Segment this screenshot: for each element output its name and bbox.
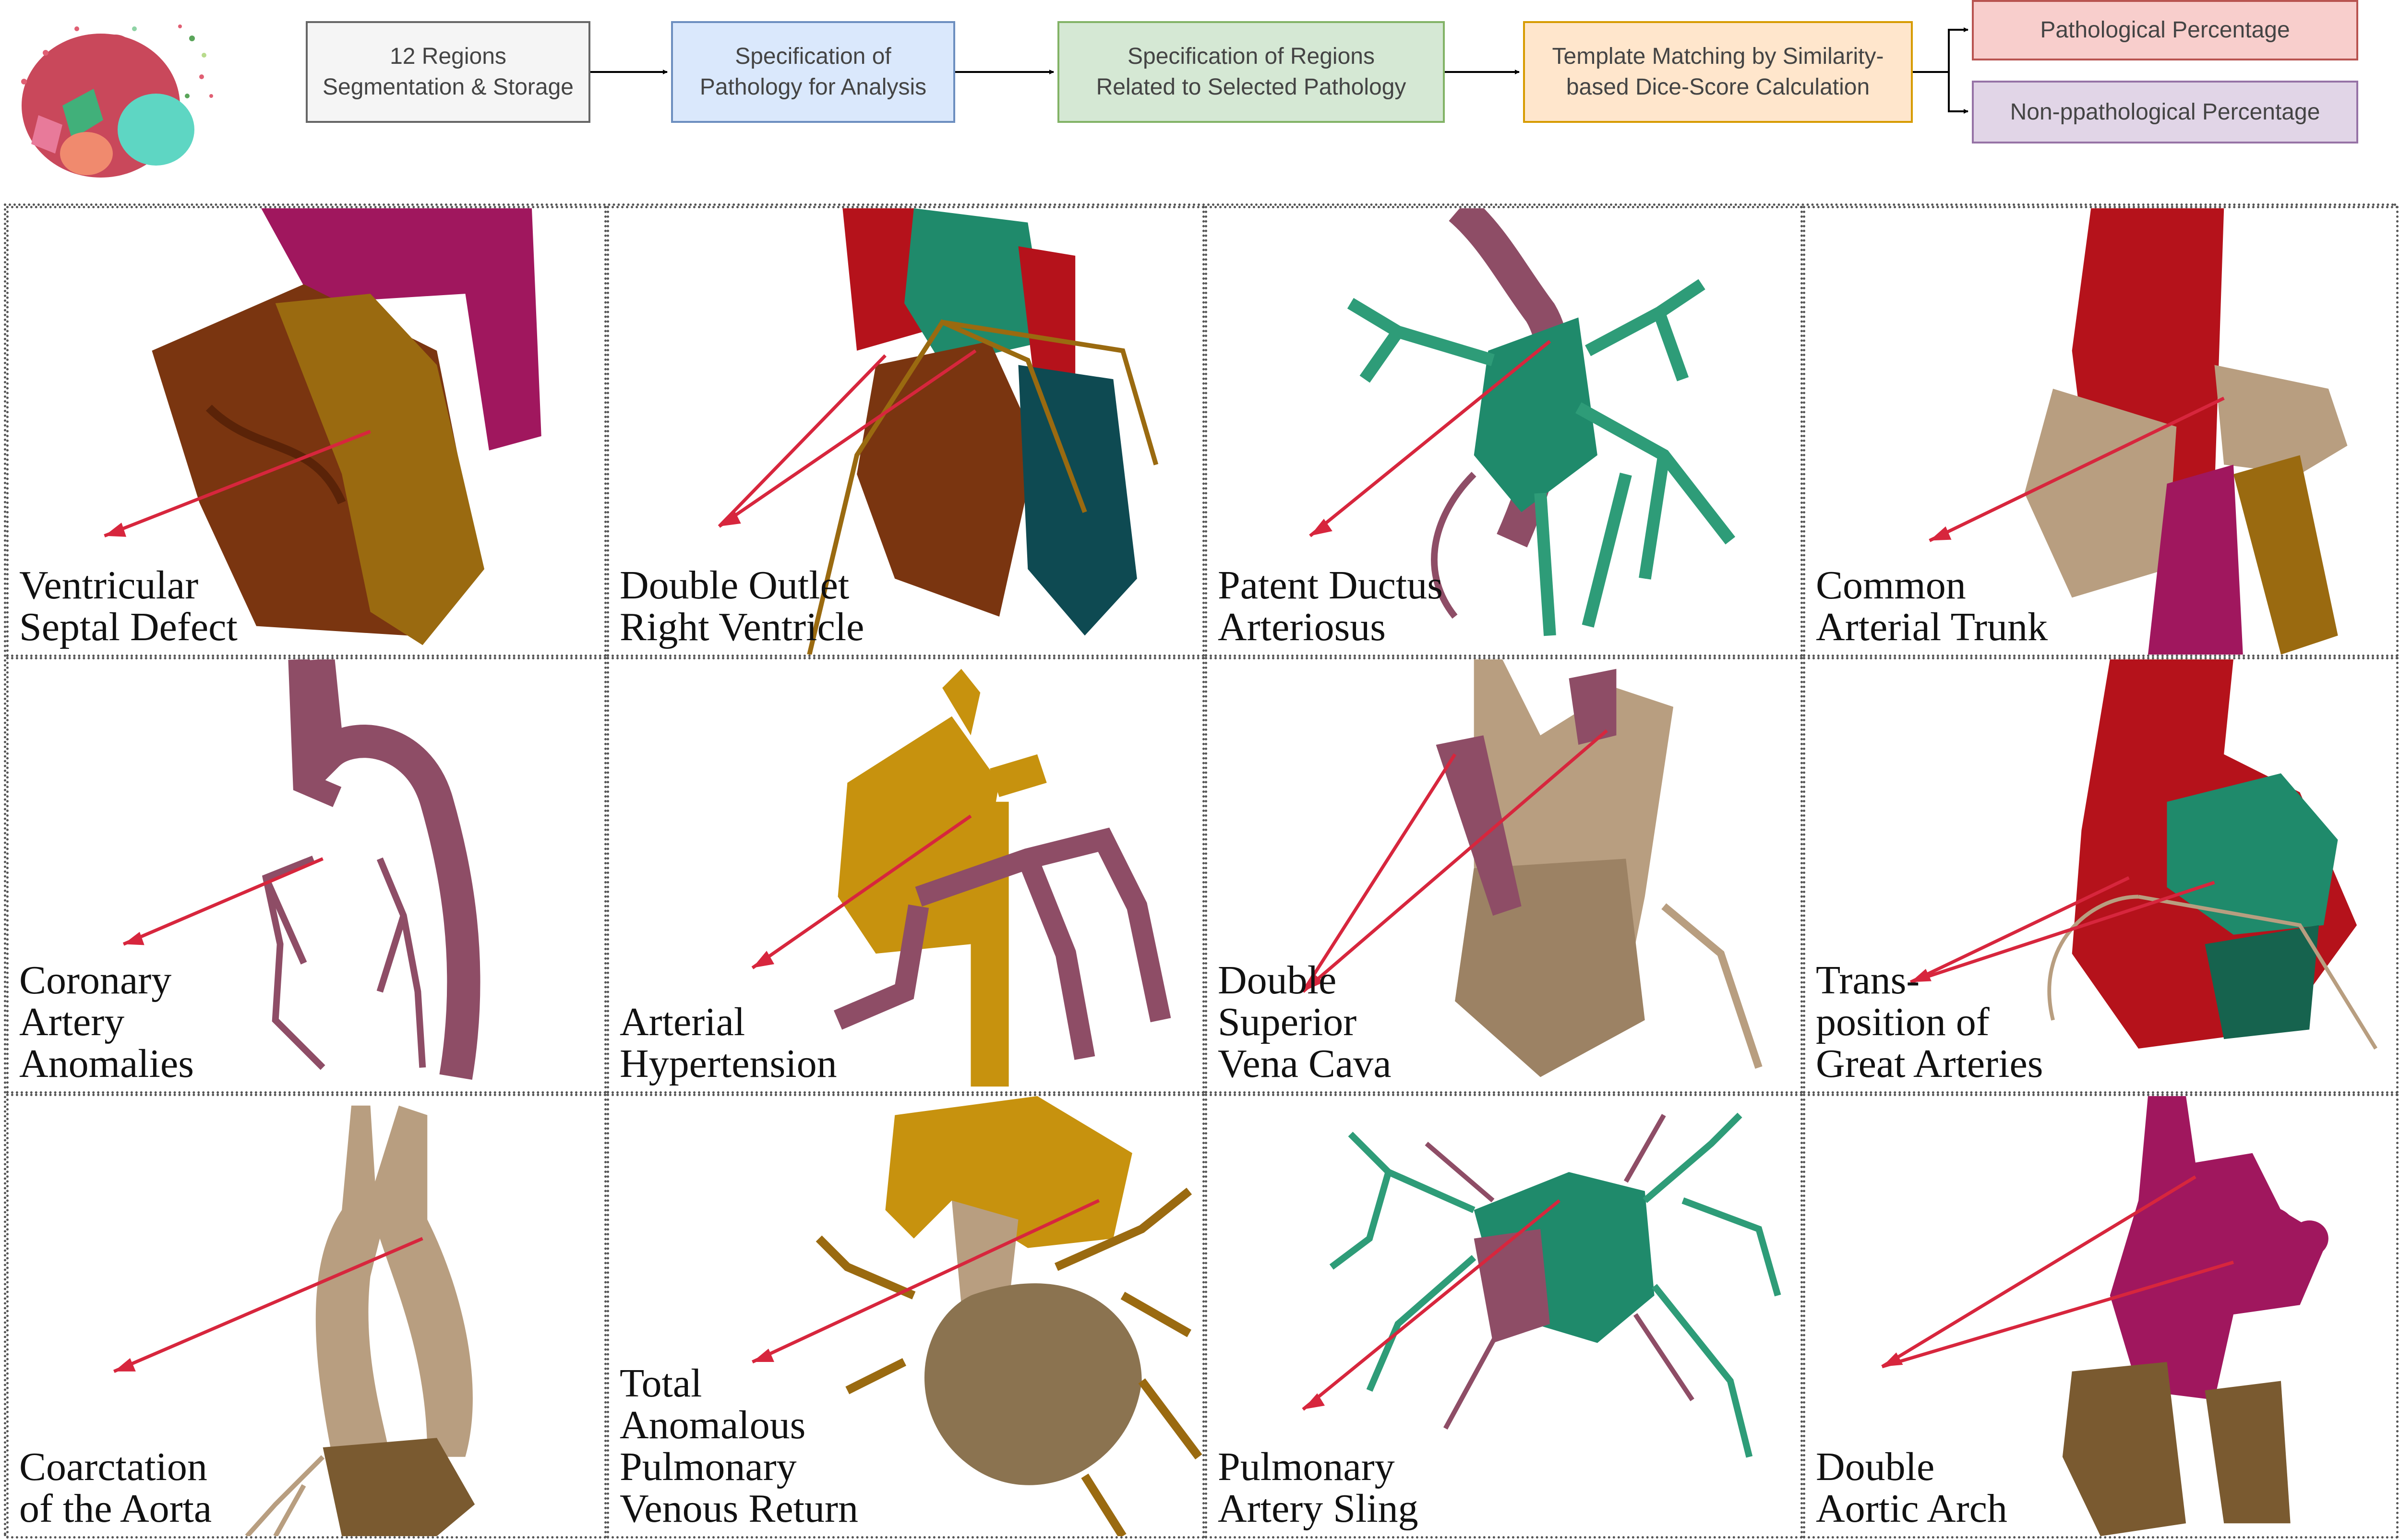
- heart-model-ah-icon: [751, 669, 1171, 1087]
- box-segmentation: 12 Regions Segmentation & Storage: [306, 21, 590, 123]
- panel-transposition-great-arteries: Trans- position of Great Arteries: [1803, 657, 2399, 1094]
- heart-model-dsvc-icon: [1301, 659, 1763, 1077]
- panel-double-aortic-arch: Double Aortic Arch: [1803, 1094, 2399, 1539]
- heart-model-caa-icon: [122, 659, 480, 1080]
- heart-model-dorv-icon: [718, 208, 1159, 655]
- label-coarctation-of-aorta: Coarctation of the Aorta: [19, 1444, 212, 1531]
- box-pathological-percentage: Pathological Percentage: [1972, 0, 2358, 60]
- panel-coronary-artery-anomalies: Coronary Artery Anomalies: [6, 657, 607, 1094]
- arrow-4a: [1913, 27, 1968, 73]
- label-arterial-hypertension: Arterial Hypertension: [620, 1000, 837, 1086]
- label-pulmonary-artery-sling: Pulmonary Artery Sling: [1218, 1444, 1418, 1531]
- panel-coarctation-of-aorta: Coarctation of the Aorta: [6, 1094, 607, 1539]
- heart-model-pas-icon: [1302, 1112, 1781, 1458]
- arrow-4b: [1948, 72, 1968, 114]
- label-double-aortic-arch: Double Aortic Arch: [1816, 1444, 2007, 1531]
- label-coronary-artery-anomalies: Coronary Artery Anomalies: [19, 958, 194, 1086]
- panel-arterial-hypertension: Arterial Hypertension: [607, 657, 1205, 1094]
- panel-double-superior-vena-cava: Double Superior Vena Cava: [1205, 657, 1803, 1094]
- label-tapvr: Total Anomalous Pulmonary Venous Return: [620, 1361, 858, 1531]
- label-double-outlet-right-ventricle: Double Outlet Right Ventricle: [620, 563, 864, 649]
- panel-pulmonary-artery-sling: Pulmonary Artery Sling: [1205, 1094, 1803, 1539]
- heart-model-vsd-icon: [104, 208, 541, 645]
- panel-double-outlet-right-ventricle: Double Outlet Right Ventricle: [607, 206, 1205, 657]
- label-ventricular-septal-defect: Ventricular Septal Defect: [19, 563, 238, 649]
- box-non-pathological-percentage: Non-ppathological Percentage: [1972, 81, 2358, 143]
- heart-model-coa-icon: [113, 1105, 475, 1536]
- box-pathology-specification: Specification of Pathology for Analysis: [671, 21, 955, 123]
- heart-model-daa-icon: [1881, 1096, 2328, 1536]
- panel-patent-ductus-arteriosus: Patent Ductus Arteriosus: [1205, 206, 1803, 657]
- box-template-matching: Template Matching by Similarity- based D…: [1523, 21, 1913, 123]
- box-region-specification: Specification of Regions Related to Sele…: [1057, 21, 1445, 123]
- pathology-grid: Ventricular Septal Defect Double Outlet …: [4, 203, 2399, 1539]
- heart-model-pda-icon: [1309, 208, 1736, 636]
- label-patent-ductus-arteriosus: Patent Ductus Arteriosus: [1218, 563, 1443, 649]
- heart-model-tga-icon: [1909, 659, 2378, 1050]
- panel-common-arterial-trunk: Common Arterial Trunk: [1803, 206, 2399, 657]
- segmentation-logo-icon: [21, 24, 213, 178]
- panel-ventricular-septal-defect: Ventricular Septal Defect: [6, 206, 607, 657]
- heart-model-tapvr-icon: [752, 1096, 1202, 1536]
- label-common-arterial-trunk: Common Arterial Trunk: [1816, 563, 2048, 649]
- label-double-superior-vena-cava: Double Superior Vena Cava: [1218, 958, 1392, 1086]
- label-transposition-great-arteries: Trans- position of Great Arteries: [1816, 958, 2043, 1086]
- heart-model-cat-icon: [1929, 208, 2348, 655]
- workflow-arrows: [590, 27, 1968, 114]
- panel-tapvr: Total Anomalous Pulmonary Venous Return: [607, 1094, 1205, 1539]
